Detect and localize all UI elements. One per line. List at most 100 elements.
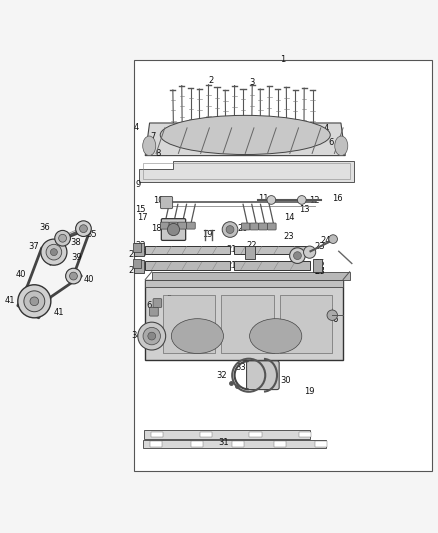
- Text: 4: 4: [324, 124, 329, 133]
- Bar: [280, 295, 332, 353]
- Circle shape: [55, 230, 71, 246]
- Circle shape: [59, 235, 67, 242]
- Polygon shape: [143, 440, 326, 448]
- Text: 15: 15: [135, 205, 145, 214]
- Text: 33: 33: [236, 363, 247, 372]
- Text: 20: 20: [238, 224, 248, 233]
- Text: 28: 28: [128, 250, 139, 259]
- Bar: [145, 246, 230, 254]
- Circle shape: [222, 222, 238, 237]
- FancyBboxPatch shape: [149, 308, 158, 316]
- Circle shape: [329, 235, 337, 244]
- Text: 21: 21: [226, 245, 237, 254]
- FancyBboxPatch shape: [250, 223, 259, 230]
- FancyBboxPatch shape: [153, 298, 162, 308]
- Bar: [149, 441, 162, 447]
- Circle shape: [327, 310, 337, 320]
- Text: 1: 1: [279, 54, 285, 63]
- Ellipse shape: [335, 136, 348, 156]
- FancyBboxPatch shape: [160, 222, 169, 229]
- Circle shape: [70, 272, 78, 280]
- FancyBboxPatch shape: [187, 222, 195, 229]
- Ellipse shape: [250, 319, 302, 353]
- Text: 36: 36: [40, 223, 50, 232]
- Text: 6: 6: [328, 138, 333, 147]
- Text: 4: 4: [134, 123, 139, 132]
- Text: 31: 31: [218, 438, 229, 447]
- Circle shape: [143, 327, 160, 345]
- Polygon shape: [145, 430, 310, 439]
- Circle shape: [50, 249, 57, 256]
- Text: 19: 19: [202, 230, 212, 239]
- Bar: [134, 244, 144, 256]
- Text: 29: 29: [306, 324, 317, 333]
- FancyBboxPatch shape: [161, 219, 186, 240]
- Text: 14: 14: [284, 213, 295, 222]
- Bar: [273, 441, 286, 447]
- Bar: [134, 60, 432, 471]
- Text: 39: 39: [71, 253, 82, 262]
- Bar: [221, 295, 273, 353]
- Bar: [145, 279, 343, 360]
- Circle shape: [46, 244, 62, 260]
- Circle shape: [80, 225, 88, 232]
- Text: 26: 26: [136, 249, 147, 258]
- Text: 21: 21: [226, 261, 237, 270]
- Text: 34: 34: [131, 330, 142, 340]
- Text: 35: 35: [87, 230, 97, 239]
- Circle shape: [297, 196, 306, 204]
- Text: 26: 26: [290, 256, 300, 265]
- Bar: [245, 246, 255, 259]
- Text: 37: 37: [28, 243, 39, 252]
- Circle shape: [304, 246, 316, 258]
- Text: 17: 17: [137, 213, 148, 222]
- Text: 40: 40: [84, 275, 94, 284]
- Bar: [162, 295, 215, 353]
- FancyBboxPatch shape: [152, 130, 179, 138]
- Text: 6: 6: [332, 315, 338, 324]
- Bar: [200, 432, 212, 437]
- Bar: [299, 432, 311, 437]
- Bar: [145, 279, 343, 287]
- Ellipse shape: [143, 136, 156, 156]
- Circle shape: [267, 196, 276, 204]
- FancyBboxPatch shape: [169, 222, 178, 229]
- Text: 28: 28: [314, 267, 325, 276]
- Text: 23: 23: [315, 243, 325, 252]
- Circle shape: [293, 252, 301, 260]
- Text: 2: 2: [208, 76, 214, 85]
- Bar: [232, 441, 244, 447]
- Text: 22: 22: [136, 241, 146, 250]
- Text: 5: 5: [166, 295, 171, 304]
- Bar: [234, 246, 311, 254]
- Text: 25: 25: [315, 259, 325, 268]
- Text: 27: 27: [128, 266, 139, 275]
- Text: 41: 41: [54, 308, 64, 317]
- Text: 24: 24: [320, 236, 331, 245]
- Ellipse shape: [160, 115, 330, 155]
- Bar: [191, 441, 203, 447]
- Bar: [234, 261, 311, 270]
- FancyBboxPatch shape: [241, 223, 250, 230]
- Bar: [145, 261, 230, 270]
- Circle shape: [138, 322, 166, 350]
- FancyBboxPatch shape: [160, 197, 173, 208]
- Text: 27: 27: [314, 267, 325, 276]
- Bar: [313, 259, 322, 272]
- Text: 13: 13: [299, 205, 309, 214]
- Circle shape: [148, 332, 155, 340]
- Text: 5: 5: [327, 305, 332, 314]
- Text: 10: 10: [153, 196, 163, 205]
- Text: 8: 8: [155, 149, 160, 158]
- Text: 41: 41: [4, 296, 15, 305]
- Circle shape: [226, 225, 234, 233]
- Circle shape: [18, 285, 51, 318]
- Text: 3: 3: [250, 78, 255, 87]
- Polygon shape: [139, 161, 354, 182]
- Ellipse shape: [171, 319, 223, 353]
- Bar: [315, 441, 327, 447]
- Bar: [133, 244, 141, 252]
- Text: 19: 19: [304, 387, 314, 396]
- Text: 7: 7: [151, 132, 156, 141]
- Circle shape: [41, 239, 67, 265]
